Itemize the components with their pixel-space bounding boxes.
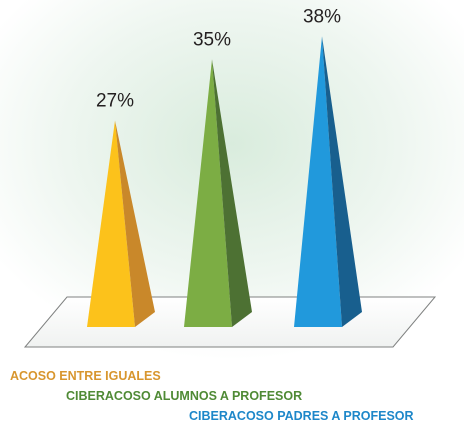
value-label-2: 35%	[193, 29, 231, 50]
pyramid-side-3	[322, 36, 362, 328]
pyramid-front-1	[87, 120, 135, 327]
pyramid-side-2	[212, 59, 252, 327]
value-label-3: 38%	[303, 6, 341, 27]
pyramid-side-1	[115, 120, 155, 327]
value-label-1: 27%	[96, 90, 134, 111]
value-labels-group: 27% 35% 38%	[96, 6, 341, 111]
pyramids-group	[87, 36, 362, 328]
pyramid-front-2	[184, 59, 232, 327]
pyramid-front-3	[294, 36, 342, 328]
